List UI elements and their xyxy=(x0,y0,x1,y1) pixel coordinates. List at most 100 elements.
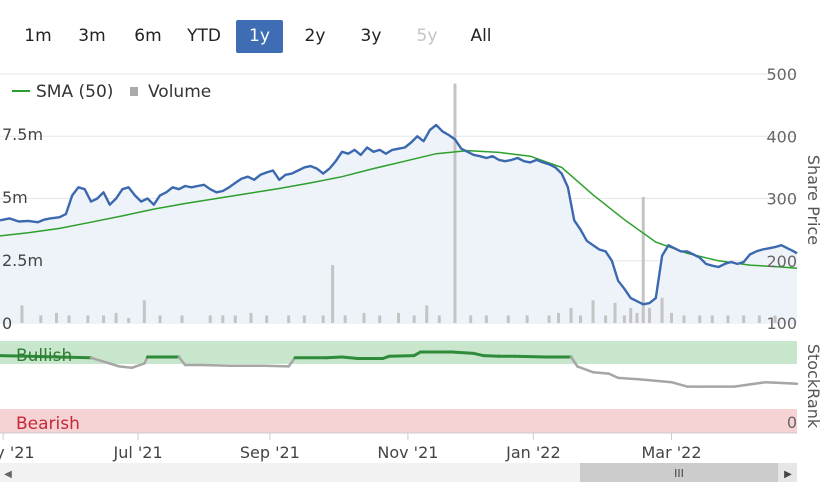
price-area xyxy=(0,125,797,323)
volume-bar xyxy=(604,315,608,323)
volume-bar xyxy=(20,305,24,323)
range-button-3y[interactable]: 3y xyxy=(360,26,382,46)
volume-bar xyxy=(102,315,106,323)
volume-bar xyxy=(613,302,617,323)
volume-bar xyxy=(682,315,686,323)
volume-bar xyxy=(710,315,714,323)
x-tick-label: Mar '22 xyxy=(641,443,701,462)
bearish-label: Bearish xyxy=(16,414,80,434)
scroll-grip-icon[interactable]: III xyxy=(674,467,684,480)
bullish-zone xyxy=(0,341,797,364)
x-tick-label: Jul '21 xyxy=(112,443,162,462)
volume-bar xyxy=(669,312,673,323)
volume-tick-label: 7.5m xyxy=(2,125,43,144)
stockrank-segment xyxy=(262,364,290,368)
stockrank-segment xyxy=(472,351,485,358)
volume-bar xyxy=(331,265,335,323)
stockrank-segment xyxy=(199,363,234,367)
stockrank-segment xyxy=(732,380,767,388)
volume-bar xyxy=(343,315,347,323)
volume-bar xyxy=(86,315,90,323)
volume-bar xyxy=(641,197,645,323)
stockrank-segment xyxy=(616,376,642,381)
volume-bar xyxy=(757,315,761,323)
volume-bar xyxy=(114,312,118,323)
stockrank-segment xyxy=(607,372,620,380)
volume-bar xyxy=(648,307,652,323)
volume-bar xyxy=(362,312,366,323)
price-tick-label: 200 xyxy=(766,252,797,271)
stockrank-segment xyxy=(591,370,610,375)
volume-bar xyxy=(698,315,702,323)
stockrank-segment xyxy=(576,365,595,374)
x-tick-label: Sep '21 xyxy=(240,443,300,462)
legend-sma-label: SMA (50) xyxy=(36,82,113,102)
stockrank-segment xyxy=(130,362,146,370)
stockrank-segment xyxy=(117,365,134,370)
volume-bar xyxy=(525,315,529,323)
legend-volume-symbol xyxy=(130,87,138,96)
stockrank-segment xyxy=(58,355,93,360)
volume-bar xyxy=(302,315,306,323)
volume-bar xyxy=(233,315,237,323)
bearish-zone xyxy=(0,409,797,433)
stockrank-segment xyxy=(89,356,112,365)
stockrank-segment xyxy=(569,355,579,368)
range-button-1m[interactable]: 1m xyxy=(24,26,52,46)
stockrank-segment xyxy=(513,354,548,359)
stockrank-segment xyxy=(764,380,799,385)
stockrank-segment xyxy=(287,356,297,368)
volume-bar xyxy=(287,315,291,323)
range-button-1y[interactable]: 1y xyxy=(236,20,283,53)
volume-tick-label: 2.5m xyxy=(2,251,43,270)
volume-bar xyxy=(773,315,777,323)
range-button-5y: 5y xyxy=(416,26,438,46)
volume-bar xyxy=(547,315,551,323)
range-button-6m[interactable]: 6m xyxy=(134,26,162,46)
range-button-ytd[interactable]: YTD xyxy=(187,26,221,46)
range-button-all[interactable]: All xyxy=(470,26,492,46)
scroll-right-icon[interactable]: ▶ xyxy=(784,469,792,480)
range-button-3m[interactable]: 3m xyxy=(78,26,106,46)
volume-bar xyxy=(742,315,746,323)
price-tick-label: 100 xyxy=(766,314,797,333)
stockrank-segment xyxy=(26,354,62,359)
volume-bar xyxy=(54,312,58,323)
x-tick-label: May '21 xyxy=(0,443,35,462)
stockrank-segment xyxy=(638,378,673,384)
scroll-left-icon[interactable]: ◀ xyxy=(4,469,12,480)
navigator-scroll-handle xyxy=(580,463,778,482)
volume-bar xyxy=(569,307,573,323)
volume-bar xyxy=(265,315,269,323)
stockrank-tick-label: 0 xyxy=(787,413,797,432)
scroll-right-button[interactable] xyxy=(778,463,797,482)
volume-bar xyxy=(484,315,488,323)
price-axis-title: Share Price xyxy=(804,155,823,245)
x-tick-label: Jan '22 xyxy=(505,443,561,462)
stockrank-segment xyxy=(324,355,344,360)
volume-bar xyxy=(249,312,253,323)
volume-bar xyxy=(469,315,473,323)
stockrank-segment xyxy=(0,354,30,358)
volume-bar xyxy=(158,315,162,323)
volume-bar xyxy=(67,315,71,323)
volume-bar xyxy=(321,315,325,323)
volume-bar xyxy=(591,300,595,323)
legend-volume-label: Volume xyxy=(148,82,211,102)
bullish-label: Bullish xyxy=(16,346,72,366)
price-tick-label: 500 xyxy=(766,65,797,84)
volume-bar xyxy=(378,315,382,323)
volume-bar xyxy=(635,312,639,323)
volume-bar xyxy=(221,315,225,323)
volume-bar xyxy=(437,315,441,323)
volume-bar xyxy=(726,315,730,323)
volume-bar xyxy=(208,315,212,323)
volume-bar xyxy=(425,305,429,323)
stockrank-segment xyxy=(177,355,187,367)
price-line xyxy=(0,123,798,306)
stockrank-segment xyxy=(670,380,689,388)
x-tick-label: Nov '21 xyxy=(377,443,438,462)
stockrank-segment xyxy=(108,362,121,368)
range-button-2y[interactable]: 2y xyxy=(304,26,326,46)
